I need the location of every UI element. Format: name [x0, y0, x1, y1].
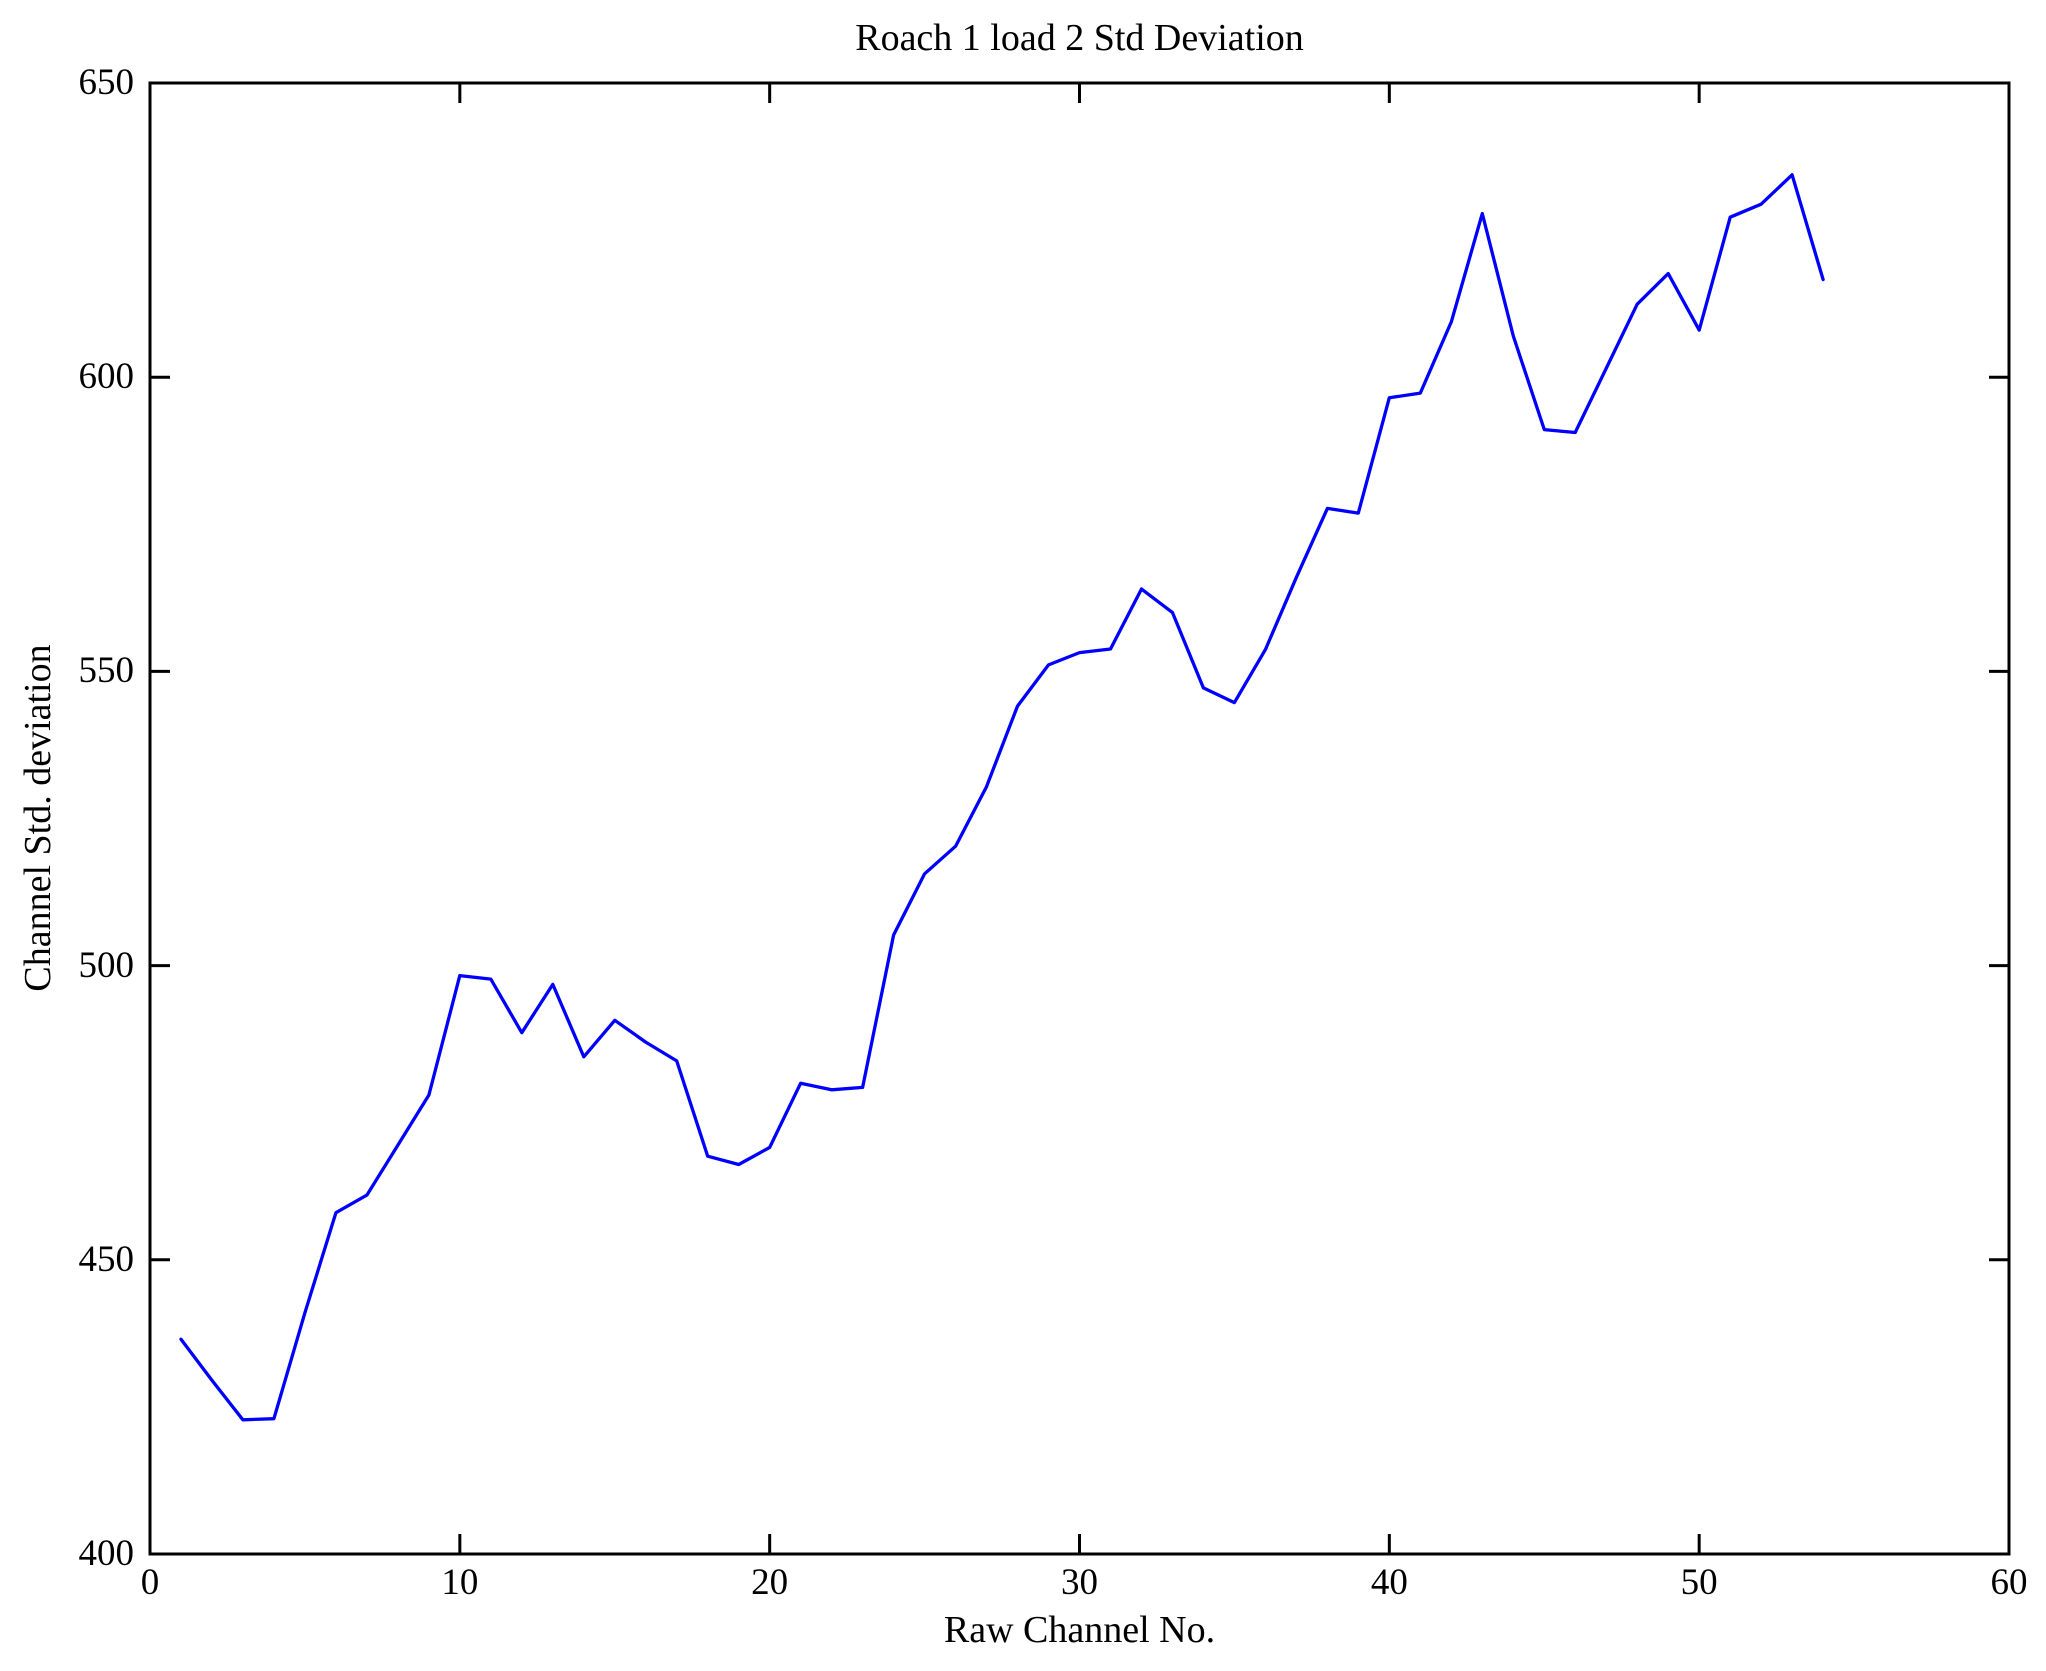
x-tick-label: 10 [441, 1562, 479, 1603]
x-tick-label: 60 [1990, 1562, 2028, 1603]
x-axis-label: Raw Channel No. [943, 1609, 1216, 1651]
plot-border [148, 81, 2011, 1556]
x-tick-label: 20 [751, 1562, 789, 1603]
y-tick-label: 500 [78, 944, 135, 986]
y-tick-label: 550 [78, 650, 135, 692]
y-tick-label: 600 [78, 356, 135, 398]
x-tick-label: 50 [1680, 1562, 1718, 1603]
x-tick-label: 0 [140, 1562, 160, 1603]
y-axis-label: Channel Std. deviation [17, 644, 59, 992]
x-tick-label: 30 [1061, 1562, 1098, 1603]
y-tick-label: 400 [78, 1533, 135, 1574]
chart-title: Roach 1 load 2 Std Deviation [855, 17, 1304, 59]
y-tick-label: 650 [78, 62, 135, 103]
x-tick-label: 40 [1370, 1562, 1408, 1603]
tick-marks [148, 81, 2011, 1556]
y-tick-label: 450 [78, 1238, 135, 1280]
data-line-series [179, 173, 1825, 1422]
